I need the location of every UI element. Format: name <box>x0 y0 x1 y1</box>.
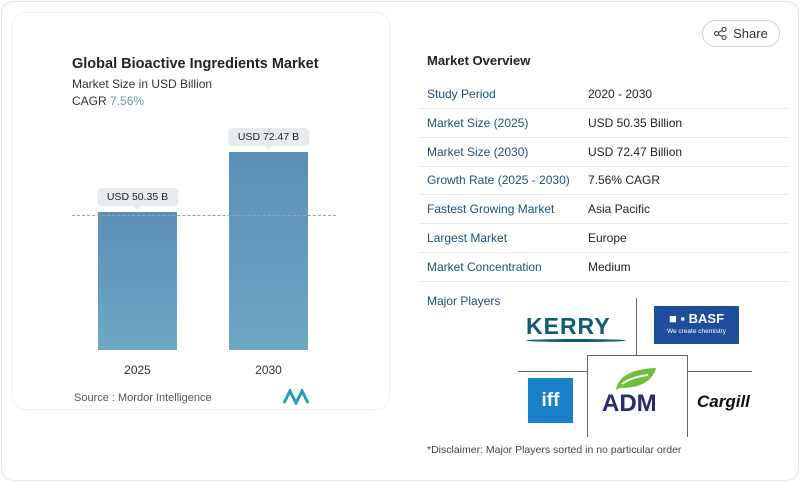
share-label: Share <box>733 26 768 41</box>
row-key: Fastest Growing Market <box>427 202 555 217</box>
x-tick-label: 2030 <box>255 363 282 377</box>
chart-card <box>12 12 390 410</box>
basf-tagline: We create chemistry <box>666 328 727 335</box>
row-value: Medium <box>588 259 631 274</box>
x-tick-label: 2025 <box>124 363 151 377</box>
adm-leaf-icon <box>616 368 656 390</box>
basf-name: BASF <box>688 311 725 326</box>
iff-logo: iff <box>528 378 573 423</box>
reference-line <box>72 215 336 216</box>
major-players-title: Major Players <box>427 294 501 308</box>
adm-logo: ADM <box>602 390 657 417</box>
bar-2030 <box>229 152 308 350</box>
overview-row: Largest Market Europe <box>419 224 788 253</box>
row-value: 2020 - 2030 <box>588 87 653 101</box>
divider <box>518 371 588 372</box>
chart-title: Global Bioactive Ingredients Market <box>72 56 319 72</box>
overview-row: Study Period 2020 - 2030 <box>419 80 788 109</box>
overview-title: Market Overview <box>427 53 531 68</box>
row-value: USD 72.47 Billion <box>588 144 683 159</box>
row-value: Asia Pacific <box>588 202 651 217</box>
row-key: Largest Market <box>427 231 508 245</box>
bar-2025 <box>98 212 177 350</box>
kerry-logo: KERRY <box>526 313 611 339</box>
overview-row: Growth Rate (2025 - 2030) 7.56% CAGR <box>419 166 788 196</box>
row-key: Market Concentration <box>427 259 542 274</box>
overview-row: Market Concentration Medium <box>419 253 788 282</box>
cagr-value: 7.56% <box>110 94 145 108</box>
cagr-label: CAGR <box>72 94 107 108</box>
divider <box>636 298 637 355</box>
adm-box <box>587 355 688 437</box>
row-value: Europe <box>588 231 627 245</box>
row-key: Market Size (2025) <box>427 115 529 130</box>
overview-row: Market Size (2025) USD 50.35 Billion <box>419 109 788 138</box>
basf-logo: ■ ▪ BASF We create chemistry <box>654 306 739 344</box>
chart-subtitle: Market Size in USD Billion <box>72 77 213 91</box>
overview-row: Market Size (2030) USD 72.47 Billion <box>419 138 788 167</box>
row-key: Study Period <box>427 87 496 101</box>
cagr: CAGR 7.56% <box>72 94 144 108</box>
source: Source : Mordor Intelligence <box>74 392 212 404</box>
kerry-swoosh-icon <box>526 339 626 342</box>
cargill-logo: Cargill <box>697 392 750 411</box>
share-icon <box>714 27 727 40</box>
row-value: 7.56% CAGR <box>588 173 661 188</box>
row-key: Growth Rate (2025 - 2030) <box>427 173 570 188</box>
divider <box>688 371 752 372</box>
data-label: USD 72.47 B <box>227 128 310 150</box>
row-key: Market Size (2030) <box>427 144 529 159</box>
disclaimer: *Disclaimer: Major Players sorted in no … <box>427 444 682 456</box>
mordor-logo-icon <box>283 389 309 405</box>
data-label: USD 50.35 B <box>96 188 179 211</box>
row-value: USD 50.35 Billion <box>588 115 683 130</box>
share-button[interactable]: Share <box>702 20 780 47</box>
overview-row: Fastest Growing Market Asia Pacific <box>419 195 788 225</box>
